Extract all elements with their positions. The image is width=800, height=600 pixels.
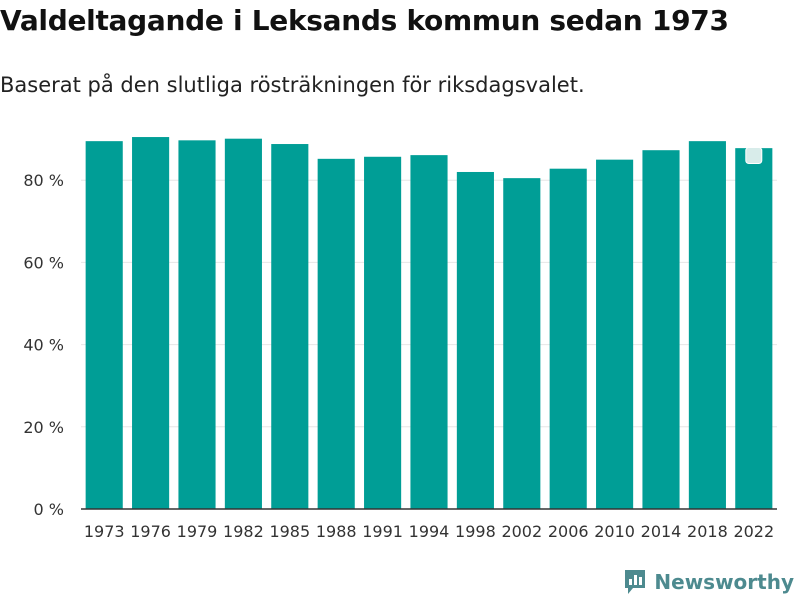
x-tick-label: 2006 [548, 522, 589, 541]
y-tick-label: 80 % [23, 171, 64, 190]
x-tick-label: 1976 [130, 522, 171, 541]
y-tick-label: 0 % [34, 500, 64, 519]
x-axis-ticks: 1973 1976 1979 1982 1985 1988 1991 1994 1998 2002… [84, 522, 774, 541]
chart-title: Valdeltagande i Leksands kommun sedan 19… [0, 4, 729, 37]
bar-1985[interactable] [271, 144, 309, 510]
x-tick-label: 2014 [641, 522, 682, 541]
bar-chart: 0 % 20 % 40 % 60 % 80 % 1973 1976 1979 1982 1985… [23, 137, 777, 541]
y-tick-label: 20 % [23, 418, 64, 437]
bar-1991[interactable] [364, 156, 402, 509]
x-tick-label: 1994 [409, 522, 450, 541]
x-tick-label: 1985 [269, 522, 310, 541]
x-tick-label: 1982 [223, 522, 264, 541]
bar-1976[interactable] [132, 137, 170, 510]
x-tick-label: 2022 [733, 522, 774, 541]
y-axis-ticks: 0 % 20 % 40 % 60 % 80 % [23, 171, 64, 519]
bar-2002[interactable] [503, 178, 541, 509]
bar-1982[interactable] [224, 138, 262, 509]
y-tick-label: 60 % [23, 253, 64, 272]
bars [85, 137, 773, 510]
x-tick-label: 1991 [362, 522, 403, 541]
y-tick-label: 40 % [23, 336, 64, 355]
bar-2014[interactable] [642, 150, 680, 509]
brand: Newsworthy [623, 568, 794, 596]
bar-1973[interactable] [85, 141, 123, 509]
x-tick-label: 2002 [501, 522, 542, 541]
bar-1998[interactable] [456, 171, 494, 510]
x-tick-label: 1988 [316, 522, 357, 541]
bar-1994[interactable] [410, 155, 448, 509]
hover-marker [745, 147, 763, 165]
bar-1979[interactable] [178, 140, 216, 509]
bar-2022[interactable] [735, 148, 773, 509]
bar-2018[interactable] [688, 141, 726, 509]
bar-2010[interactable] [596, 159, 634, 509]
x-tick-label: 1979 [177, 522, 218, 541]
x-tick-label: 1973 [84, 522, 125, 541]
newsworthy-logo-icon [625, 570, 646, 594]
x-tick-label: 1998 [455, 522, 496, 541]
chart-subtitle: Baserat på den slutliga rösträkningen fö… [0, 73, 585, 97]
x-tick-label: 2010 [594, 522, 635, 541]
bar-1988[interactable] [317, 158, 355, 509]
bar-2006[interactable] [549, 168, 587, 509]
x-tick-label: 2018 [687, 522, 728, 541]
brand-name: Newsworthy [654, 570, 794, 594]
